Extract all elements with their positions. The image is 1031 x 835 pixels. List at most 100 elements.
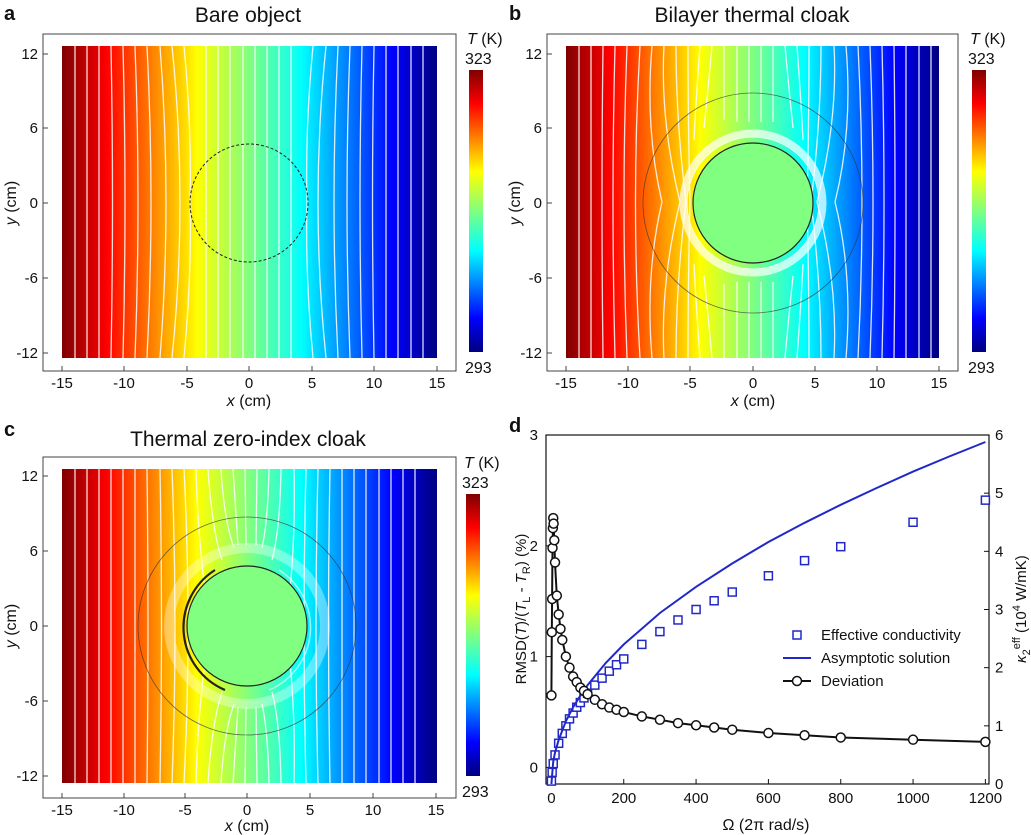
panel-a-ylabel: y (cm) [3,181,20,226]
panel-a-colorbar-label: T (K) [467,31,503,48]
panel-c-colorbar-max: 323 [462,475,489,492]
panel-c-xlabel: x (cm) [224,818,269,835]
panel-a-ytick-labels: 12 6 0 -6 -12 [16,46,38,362]
data-point-circle [553,609,564,620]
ytick-label: -6 [25,270,38,287]
data-point-square [611,660,622,670]
ytick-label: -12 [16,345,38,362]
panel-a-colorbar [469,70,483,352]
panel-c-zero-index-arc-left [182,569,226,692]
data-point-circle [690,720,702,731]
ytick-label: 6 [534,120,542,137]
panel-c-colorbar-min: 293 [462,784,489,801]
x-tick-label: 800 [828,790,853,807]
y-tick-label-left: 0 [530,759,538,776]
xtick-label: 0 [243,802,251,819]
data-point-circle [654,714,666,725]
ytick-label: 12 [21,468,38,485]
data-point-circle [548,518,559,529]
data-point-square [709,596,719,606]
data-point-square [619,654,629,664]
panel-b-ytick-labels: 12 6 0 -6 -12 [520,46,542,362]
x-tick-label: 0 [547,790,555,807]
panel-b-isotherms [578,45,932,359]
xtick-label: 10 [366,375,383,392]
panel-d-letter: d [509,415,521,437]
legend-label: Effective conductivity [821,627,961,644]
y-tick-label-right: 2 [995,660,1003,677]
x-tick-label: 600 [756,790,781,807]
panel-c-zero-index-arc-right [268,569,312,691]
data-point-square [799,555,810,566]
panel-d-xlabel: Ω (2π rad/s) [722,817,809,834]
data-point-square [763,571,774,581]
xtick-label: -10 [617,375,639,392]
xtick-label: 5 [306,802,314,819]
xtick-label: -15 [51,375,73,392]
panel-b-cloak-flux-line [686,136,820,270]
panel-b-ticks [547,53,940,371]
panel-b-xtick-labels: -15 -10 -5 0 5 10 15 [555,375,947,392]
data-point-circle [672,717,684,729]
data-point-circle [549,557,561,568]
y-tick-label-left: 1 [530,649,538,666]
panel-a-xtick-labels: -15 -10 -5 0 5 10 15 [51,375,445,392]
data-point-circle [551,590,563,601]
xtick-label: 15 [428,802,445,819]
data-point-square [980,495,991,505]
panel-c-ylabel: y (cm) [3,604,20,649]
data-point-circle [708,722,720,733]
panel-a-colorbar-max: 323 [465,51,492,68]
data-point-square [590,680,600,690]
legend-circle-marker [791,675,803,687]
data-point-circle [546,690,557,701]
series-line [550,441,986,785]
ytick-label: 6 [30,120,38,137]
panel-a-isotherms [74,45,424,359]
panel-c: c Thermal zero-index cloak [3,419,500,835]
panel-c-cloak-ring [164,543,330,709]
data-point-circle [835,732,846,743]
legend-square-marker [792,630,802,640]
x-tick-label: 400 [684,790,709,807]
panel-a-heatmap [62,46,437,358]
data-point-circle [582,689,593,700]
data-point-square [655,626,665,637]
panel-b: b Bilayer thermal cloak [507,3,1006,410]
panel-b-ylabel: y (cm) [507,181,524,226]
panel-c-axes-box [42,456,457,799]
panel-c-isotherms [74,468,416,784]
ytick-label: 6 [30,543,38,560]
panel-a-ticks [43,53,438,371]
legend-label: Deviation [821,673,884,690]
panel-a: a Bare object -15 [3,3,503,410]
y-tick-label-left: 2 [530,538,538,555]
panel-b-title: Bilayer thermal cloak [655,4,850,27]
data-point-circle [636,711,648,722]
data-point-circle [618,706,630,718]
ytick-label: -12 [520,345,542,362]
panel-d-legend: Effective conductivity Asymptotic solutio… [783,627,961,690]
panel-c-ytick-labels: 12 6 0 -6 -12 [16,468,38,785]
xtick-label: -10 [113,375,135,392]
ytick-label: 0 [534,195,542,212]
xtick-label: -15 [555,375,577,392]
panel-b-colorbar-min: 293 [968,360,995,377]
ytick-label: 0 [30,195,38,212]
data-point-square [673,615,683,625]
data-point-circle [763,727,774,739]
xtick-label: 0 [245,375,253,392]
panel-a-object-boundary [189,143,309,263]
xtick-label: 0 [749,375,757,392]
panel-b-cloak-flux [679,129,827,277]
xtick-label: 15 [931,375,948,392]
data-point-square [835,541,846,552]
panel-c-title: Thermal zero-index cloak [130,428,366,451]
data-point-circle [546,626,558,638]
data-point-square [597,673,607,683]
data-point-square [637,639,647,650]
y-tick-label-right: 1 [995,718,1003,735]
